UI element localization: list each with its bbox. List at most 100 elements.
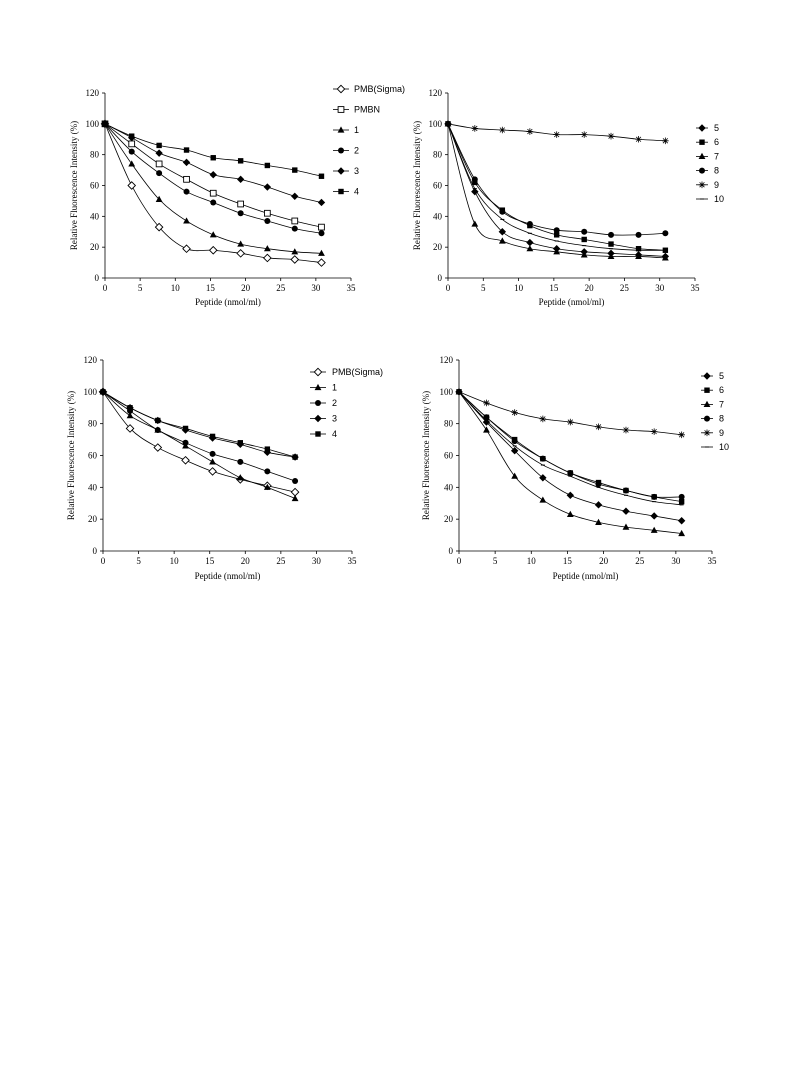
data-point [127,181,137,190]
data-point [472,179,478,186]
data-point [499,126,506,134]
x-tick-label: 0 [103,283,108,293]
y-tick-label: 60 [90,181,100,191]
data-point [209,458,216,465]
data-point [292,454,298,460]
y-tick-label: 100 [440,387,454,397]
data-point [264,209,271,217]
y-tick-label: 20 [444,514,454,524]
data-point [511,438,518,445]
data-point [318,173,325,179]
series-7 [455,388,686,537]
data-point [236,248,245,258]
y-tick-label: 0 [438,273,443,283]
x-axis-label: Peptide (nmol/ml) [553,571,619,581]
data-point [236,175,245,184]
data-point [650,512,658,520]
y-axis-label: Relative Fluorescence Intensity (%) [66,391,76,520]
legend-marker [313,367,323,377]
series-10 [446,123,668,251]
data-point [650,526,658,533]
x-tick-label: 20 [241,283,251,293]
data-point [263,253,272,263]
data-point [209,189,217,197]
x-tick-label: 35 [708,556,718,566]
x-tick-label: 10 [171,283,181,293]
data-point [127,405,133,411]
x-tick-label: 25 [276,556,286,566]
data-point [209,433,216,440]
data-point [471,176,478,183]
data-point [156,170,163,177]
data-point [318,223,325,231]
data-point [290,255,300,264]
chart-panel-4: 0 20 40 60 80 100 120 0 5 10 15 20 25 30 35 Peptide (nm… [421,355,729,581]
data-point [526,128,534,135]
data-point [126,412,134,419]
legend-label: 4 [332,429,337,439]
data-point [622,523,630,530]
data-point [580,251,588,258]
data-point [290,487,300,497]
y-axis-label: Relative Fluorescence Intensity (%) [412,121,422,250]
data-point [237,210,244,217]
data-point [567,418,574,426]
data-point [209,231,217,238]
chart-panel-3: 0 20 40 60 80 100 120 0 5 10 15 20 25 30 35 Peptide (nm… [66,355,383,581]
data-point [154,222,164,232]
legend-label: 5 [714,123,719,133]
legend-label: 9 [719,428,724,438]
x-tick-label: 30 [655,283,665,293]
data-point [635,231,642,238]
data-point [292,477,299,484]
data-point [526,221,533,228]
legend-item: 1 [310,383,337,393]
data-point [607,132,615,140]
y-tick-label: 40 [90,211,100,221]
x-axis-label: Peptide (nmol/ml) [539,297,605,307]
legend-label: 1 [332,383,337,393]
data-point [210,199,217,206]
data-point [182,439,189,446]
x-tick-label: 35 [348,556,358,566]
legend-marker [699,167,705,174]
x-tick-label: 0 [457,556,462,566]
series-8 [456,388,685,500]
data-point [264,217,271,224]
data-point [526,245,534,252]
legend-label: PMBN [354,105,380,115]
legend-item: 10 [701,442,729,452]
data-point [483,399,490,407]
data-point [471,125,479,132]
y-tick-label: 40 [433,211,443,221]
chart-panel-1: 0 20 40 60 80 100 120 0 5 10 15 20 25 30 35 Peptide (nm… [69,84,405,307]
y-tick-label: 60 [88,451,98,461]
legend-label: 3 [354,166,359,176]
series-line [104,123,322,177]
data-point [566,491,575,499]
data-point [155,160,163,168]
y-tick-label: 80 [90,150,100,160]
data-point [471,187,479,196]
legend-marker [338,188,344,195]
legend-item: 8 [701,414,724,424]
legend-label: 5 [719,371,724,381]
data-point [498,237,506,244]
data-point [581,228,588,235]
legend-item: 8 [696,166,719,176]
legend-marker [337,126,345,133]
y-tick-label: 40 [444,482,454,492]
y-tick-label: 120 [84,355,98,365]
legend-item: 9 [696,180,719,190]
data-point [128,148,135,155]
data-point [595,518,602,525]
data-point [553,131,560,138]
x-tick-label: 35 [691,283,701,293]
data-point [553,232,560,238]
legend-item: 6 [696,137,719,147]
data-point [539,415,547,423]
data-point [526,238,534,247]
x-axis-label: Peptide (nmol/ml) [195,297,261,307]
data-point [317,258,326,267]
data-point [553,227,560,234]
